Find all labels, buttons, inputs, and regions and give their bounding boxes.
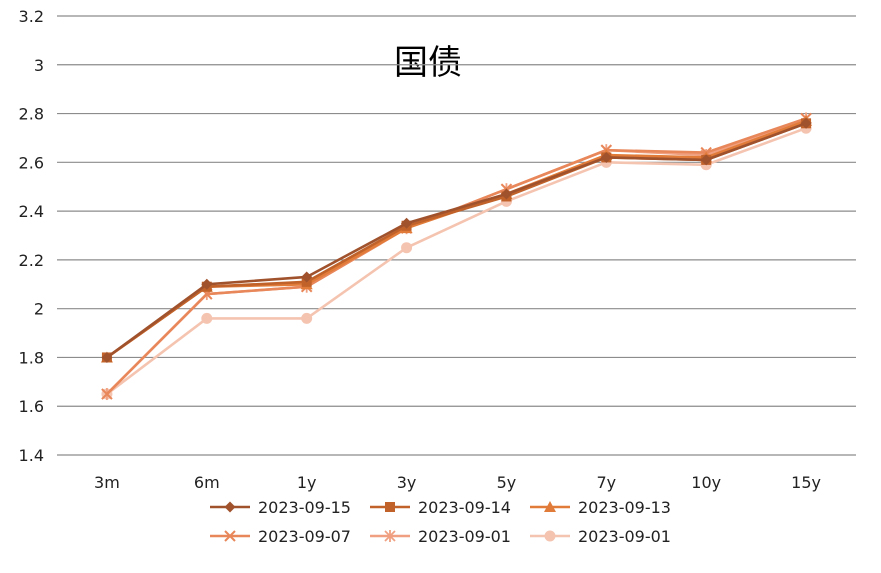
y-tick-label: 1.8: [19, 348, 44, 367]
series-line: [106, 122, 807, 359]
data-point-marker: [301, 271, 313, 283]
x-tick-label: 6m: [194, 473, 220, 492]
legend-item: 2023-09-07: [210, 527, 351, 546]
data-point-marker: [101, 388, 113, 400]
legend-item: 2023-09-15: [210, 498, 351, 517]
data-point-marker: [700, 154, 712, 166]
data-point-marker: [201, 312, 213, 324]
marker-stroke: [224, 530, 236, 542]
data-point-marker: [224, 530, 236, 542]
data-point-marker: [201, 278, 213, 290]
y-tick-label: 2.6: [19, 153, 44, 172]
x-tick-label: 1y: [297, 473, 317, 492]
series-2023-09-15-diamond: [101, 117, 812, 363]
data-point-marker: [600, 151, 612, 163]
legend-item: 2023-09-01: [370, 527, 511, 546]
legend-item: 2023-09-13: [530, 498, 671, 517]
data-point-marker: [800, 117, 812, 129]
legend-label: 2023-09-14: [418, 498, 511, 517]
x-axis-tick-labels: 3m 6m 1y 3y 5y 7y 10y 15y: [94, 473, 821, 492]
legend-label: 2023-09-01: [578, 527, 671, 546]
data-point-marker: [301, 312, 313, 324]
y-tick-label: 3: [34, 56, 44, 75]
y-tick-label: 1.6: [19, 397, 44, 416]
legend-item: 2023-09-14: [370, 498, 511, 517]
series-2023-09-14-square: [101, 118, 812, 363]
marker-stroke: [101, 388, 113, 400]
legend-label: 2023-09-07: [258, 527, 351, 546]
legend-item: 2023-09-01: [530, 527, 671, 546]
y-tick-label: 2.2: [19, 251, 44, 270]
y-tick-label: 3.2: [19, 7, 44, 26]
x-tick-label: 3m: [94, 473, 120, 492]
x-tick-label: 7y: [596, 473, 616, 492]
y-tick-label: 2.4: [19, 202, 44, 221]
data-point-marker: [544, 530, 556, 542]
data-point-marker: [385, 502, 395, 512]
y-tick-label: 2: [34, 300, 44, 319]
data-point-marker: [544, 501, 556, 512]
data-point-marker: [224, 501, 236, 513]
series-group: [100, 112, 813, 401]
data-point-marker: [500, 188, 512, 200]
x-tick-label: 3y: [397, 473, 417, 492]
y-tick-label: 2.8: [19, 105, 44, 124]
legend-label: 2023-09-13: [578, 498, 671, 517]
series-line: [106, 126, 807, 396]
legend-label: 2023-09-15: [258, 498, 351, 517]
data-point-marker: [401, 242, 413, 254]
x-tick-label: 5y: [497, 473, 517, 492]
chart-title: 国债: [394, 43, 462, 83]
x-tick-label: 15y: [791, 473, 821, 492]
y-tick-label: 1.4: [19, 446, 44, 465]
x-tick-label: 10y: [691, 473, 721, 492]
legend: 2023-09-15 2023-09-14 2023-09-13 2023-09-07…: [210, 498, 671, 546]
data-point-marker: [384, 530, 396, 542]
data-point-marker: [401, 217, 413, 229]
legend-label: 2023-09-01: [418, 527, 511, 546]
y-axis-tick-labels: 1.4 1.6 1.8 2 2.2 2.4 2.6 2.8 3 3.2: [19, 7, 44, 465]
data-point-marker: [101, 351, 113, 363]
